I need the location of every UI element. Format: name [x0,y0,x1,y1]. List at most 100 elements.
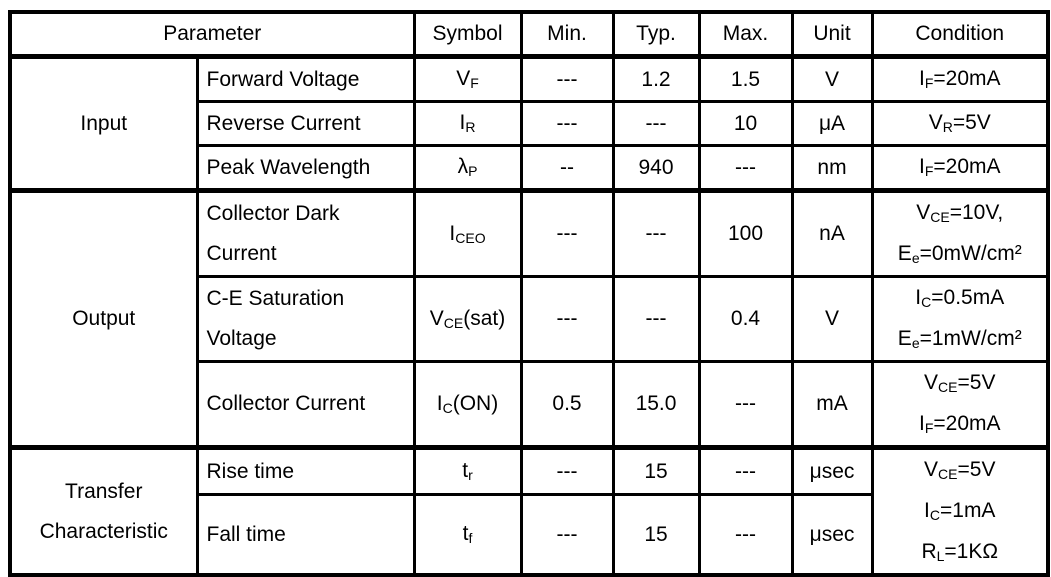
typ-value: --- [611,188,701,278]
typ-value: 15.0 [611,360,701,449]
typ-value: --- [611,100,701,147]
parameter-line: Current [206,242,277,265]
base-text: I [459,111,466,134]
subscript: F [924,163,934,179]
parameter-line: Peak Wavelength [206,155,371,179]
subscript: R [465,119,476,135]
base-text: λ [457,155,469,178]
subscript: r [468,467,473,484]
max-value: --- [697,493,794,577]
base-text: t [462,522,469,546]
subscripted-text: tr [424,451,512,492]
subscripted-text: RL=1KΩ [882,532,1039,573]
subscripted-text: VR=5V [882,103,1039,144]
subscript: CE [938,466,958,482]
subscript: F [924,75,934,91]
subscripted-text: VF [424,59,512,100]
subscripted-text: λP [424,147,512,188]
subscript: CE [930,209,950,225]
subscripted-text: VCE=5V [882,363,1039,404]
group-label: Transfer Characteristic [8,445,199,577]
symbol: VF [412,54,523,103]
subscript: e [911,335,920,351]
subscript: F [924,420,934,436]
parameter-name: Peak Wavelength [195,144,416,192]
symbol: ICEO [412,188,523,278]
group-label: Output [8,188,199,449]
base-text: I [918,67,925,90]
typ-value: 15 [611,444,701,497]
parameter-name: Rise time [195,444,416,497]
base-text: V [928,111,943,134]
subscript: C [929,507,940,523]
tail-text: =0mW/cm² [919,242,1022,265]
parameter-line: Rise time [206,459,295,483]
subscript: L [936,548,945,564]
parameter-name: Collector Current [195,360,416,449]
base-text: E [897,327,912,350]
subscripted-text: VCE(sat) [424,299,512,340]
tail-text: =20mA [933,412,1001,435]
subscript: CEO [455,229,486,246]
group-label-line: Input [80,111,128,135]
table-row: Transfer Characteristic Rise time tr --- 15 --… [8,444,1050,577]
tail-text: (sat) [463,306,506,330]
tail-text: =20mA [933,155,1001,178]
subscript: F [470,75,479,91]
base-text: V [429,306,444,330]
typ-value: 1.2 [611,54,701,103]
base-text: V [924,458,939,481]
header-typ: Typ. [611,10,701,58]
condition: VCE=5V IC=1mA RL=1KΩ [870,445,1050,577]
subscript: CE [443,314,464,331]
parameter-name: C-E Saturation Voltage [195,275,416,363]
subscript: P [468,163,478,179]
max-value: 0.4 [697,275,794,363]
max-value: 100 [697,188,794,278]
tail-text: =10V, [949,201,1004,224]
group-label: Input [8,54,199,192]
subscripted-text: IC=0.5mA [882,278,1039,319]
subscripted-text: IC=1mA [882,491,1039,532]
group-label-line: Output [72,307,136,330]
condition: IF=20mA [870,54,1050,103]
condition: IC=0.5mA Ee=1mW/cm² [870,275,1050,363]
tail-text: =1mW/cm² [919,327,1022,350]
parameter-name: Forward Voltage [195,54,416,103]
parameter-name: Collector Dark Current [195,188,416,278]
parameter-line: C-E Saturation [206,287,345,310]
subscripted-text: VCE=10V, [882,193,1039,234]
min-value: --- [519,54,615,103]
base-text: V [924,371,939,394]
base-text: I [918,155,925,178]
subscripted-text: VCE=5V [882,450,1039,491]
parameter-name: Fall time [195,493,416,577]
header-condition: Condition [870,10,1050,58]
unit: mA [790,360,874,449]
unit: μA [790,100,874,147]
unit: V [790,275,874,363]
max-value: --- [697,144,794,192]
subscript: C [921,294,932,310]
base-text: I [924,499,930,522]
header-unit: Unit [790,10,874,58]
tail-text: =5V [952,111,991,134]
unit: μsec [790,444,874,497]
symbol: λP [412,144,523,192]
parameter-line: Fall time [206,522,286,546]
symbol: IR [412,100,523,147]
max-value: 1.5 [697,54,794,103]
max-value: --- [697,444,794,497]
min-value: --- [519,493,615,577]
symbol: VCE(sat) [412,275,523,363]
tail-text: =1KΩ [944,540,999,563]
subscript: e [911,250,920,266]
base-text: t [462,459,469,483]
header-max: Max. [697,10,794,58]
subscript: f [468,530,473,547]
subscripted-text: Ee=1mW/cm² [882,319,1039,360]
header-row: Parameter Symbol Min. Typ. Max. Unit Condition [8,10,1050,58]
tail-text: =20mA [933,67,1001,90]
table-row: Collector Current IC(ON) 0.5 15.0 --- mA VCE=5… [10,360,1050,449]
table-row: Reverse Current IR --- --- 10 μA VR=5V [10,100,1050,147]
